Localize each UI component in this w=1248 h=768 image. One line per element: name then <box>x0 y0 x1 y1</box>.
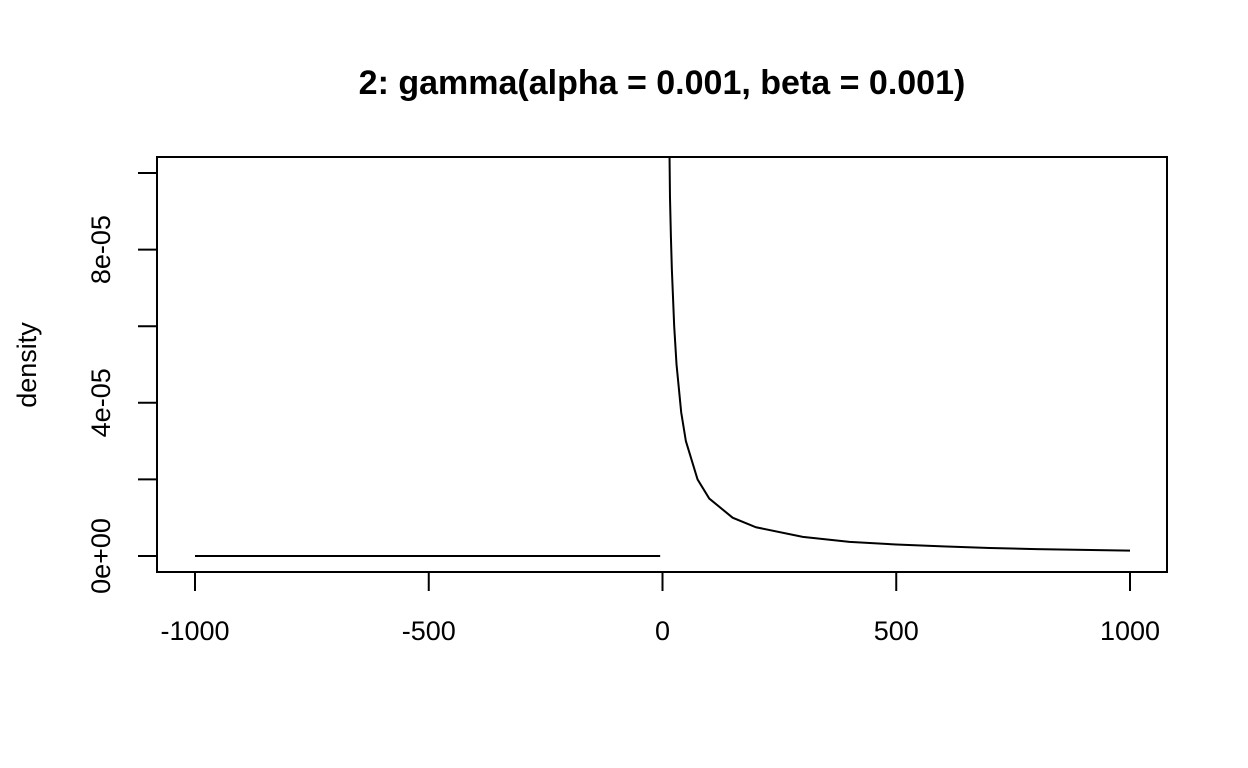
x-tick-label: -1000 <box>160 616 229 646</box>
x-tick-label: 0 <box>655 616 670 646</box>
y-axis: 0e+00 4e-05 8e-05 <box>86 172 158 594</box>
density-line-positive <box>668 158 1131 552</box>
x-axis: -1000 -500 0 500 1000 <box>160 571 1160 646</box>
chart-title: 2: gamma(alpha = 0.001, beta = 0.001) <box>359 64 966 102</box>
y-axis-label: density <box>12 322 42 408</box>
plot-frame <box>156 156 1168 573</box>
x-tick-label: -500 <box>402 616 456 646</box>
y-tick-label: 0e+00 <box>86 518 116 594</box>
x-tick-label: 500 <box>874 616 919 646</box>
y-tick-label: 4e-05 <box>86 368 116 437</box>
y-tick-label: 8e-05 <box>86 215 116 284</box>
x-tick-label: 1000 <box>1100 616 1160 646</box>
series-layer <box>195 158 1131 557</box>
